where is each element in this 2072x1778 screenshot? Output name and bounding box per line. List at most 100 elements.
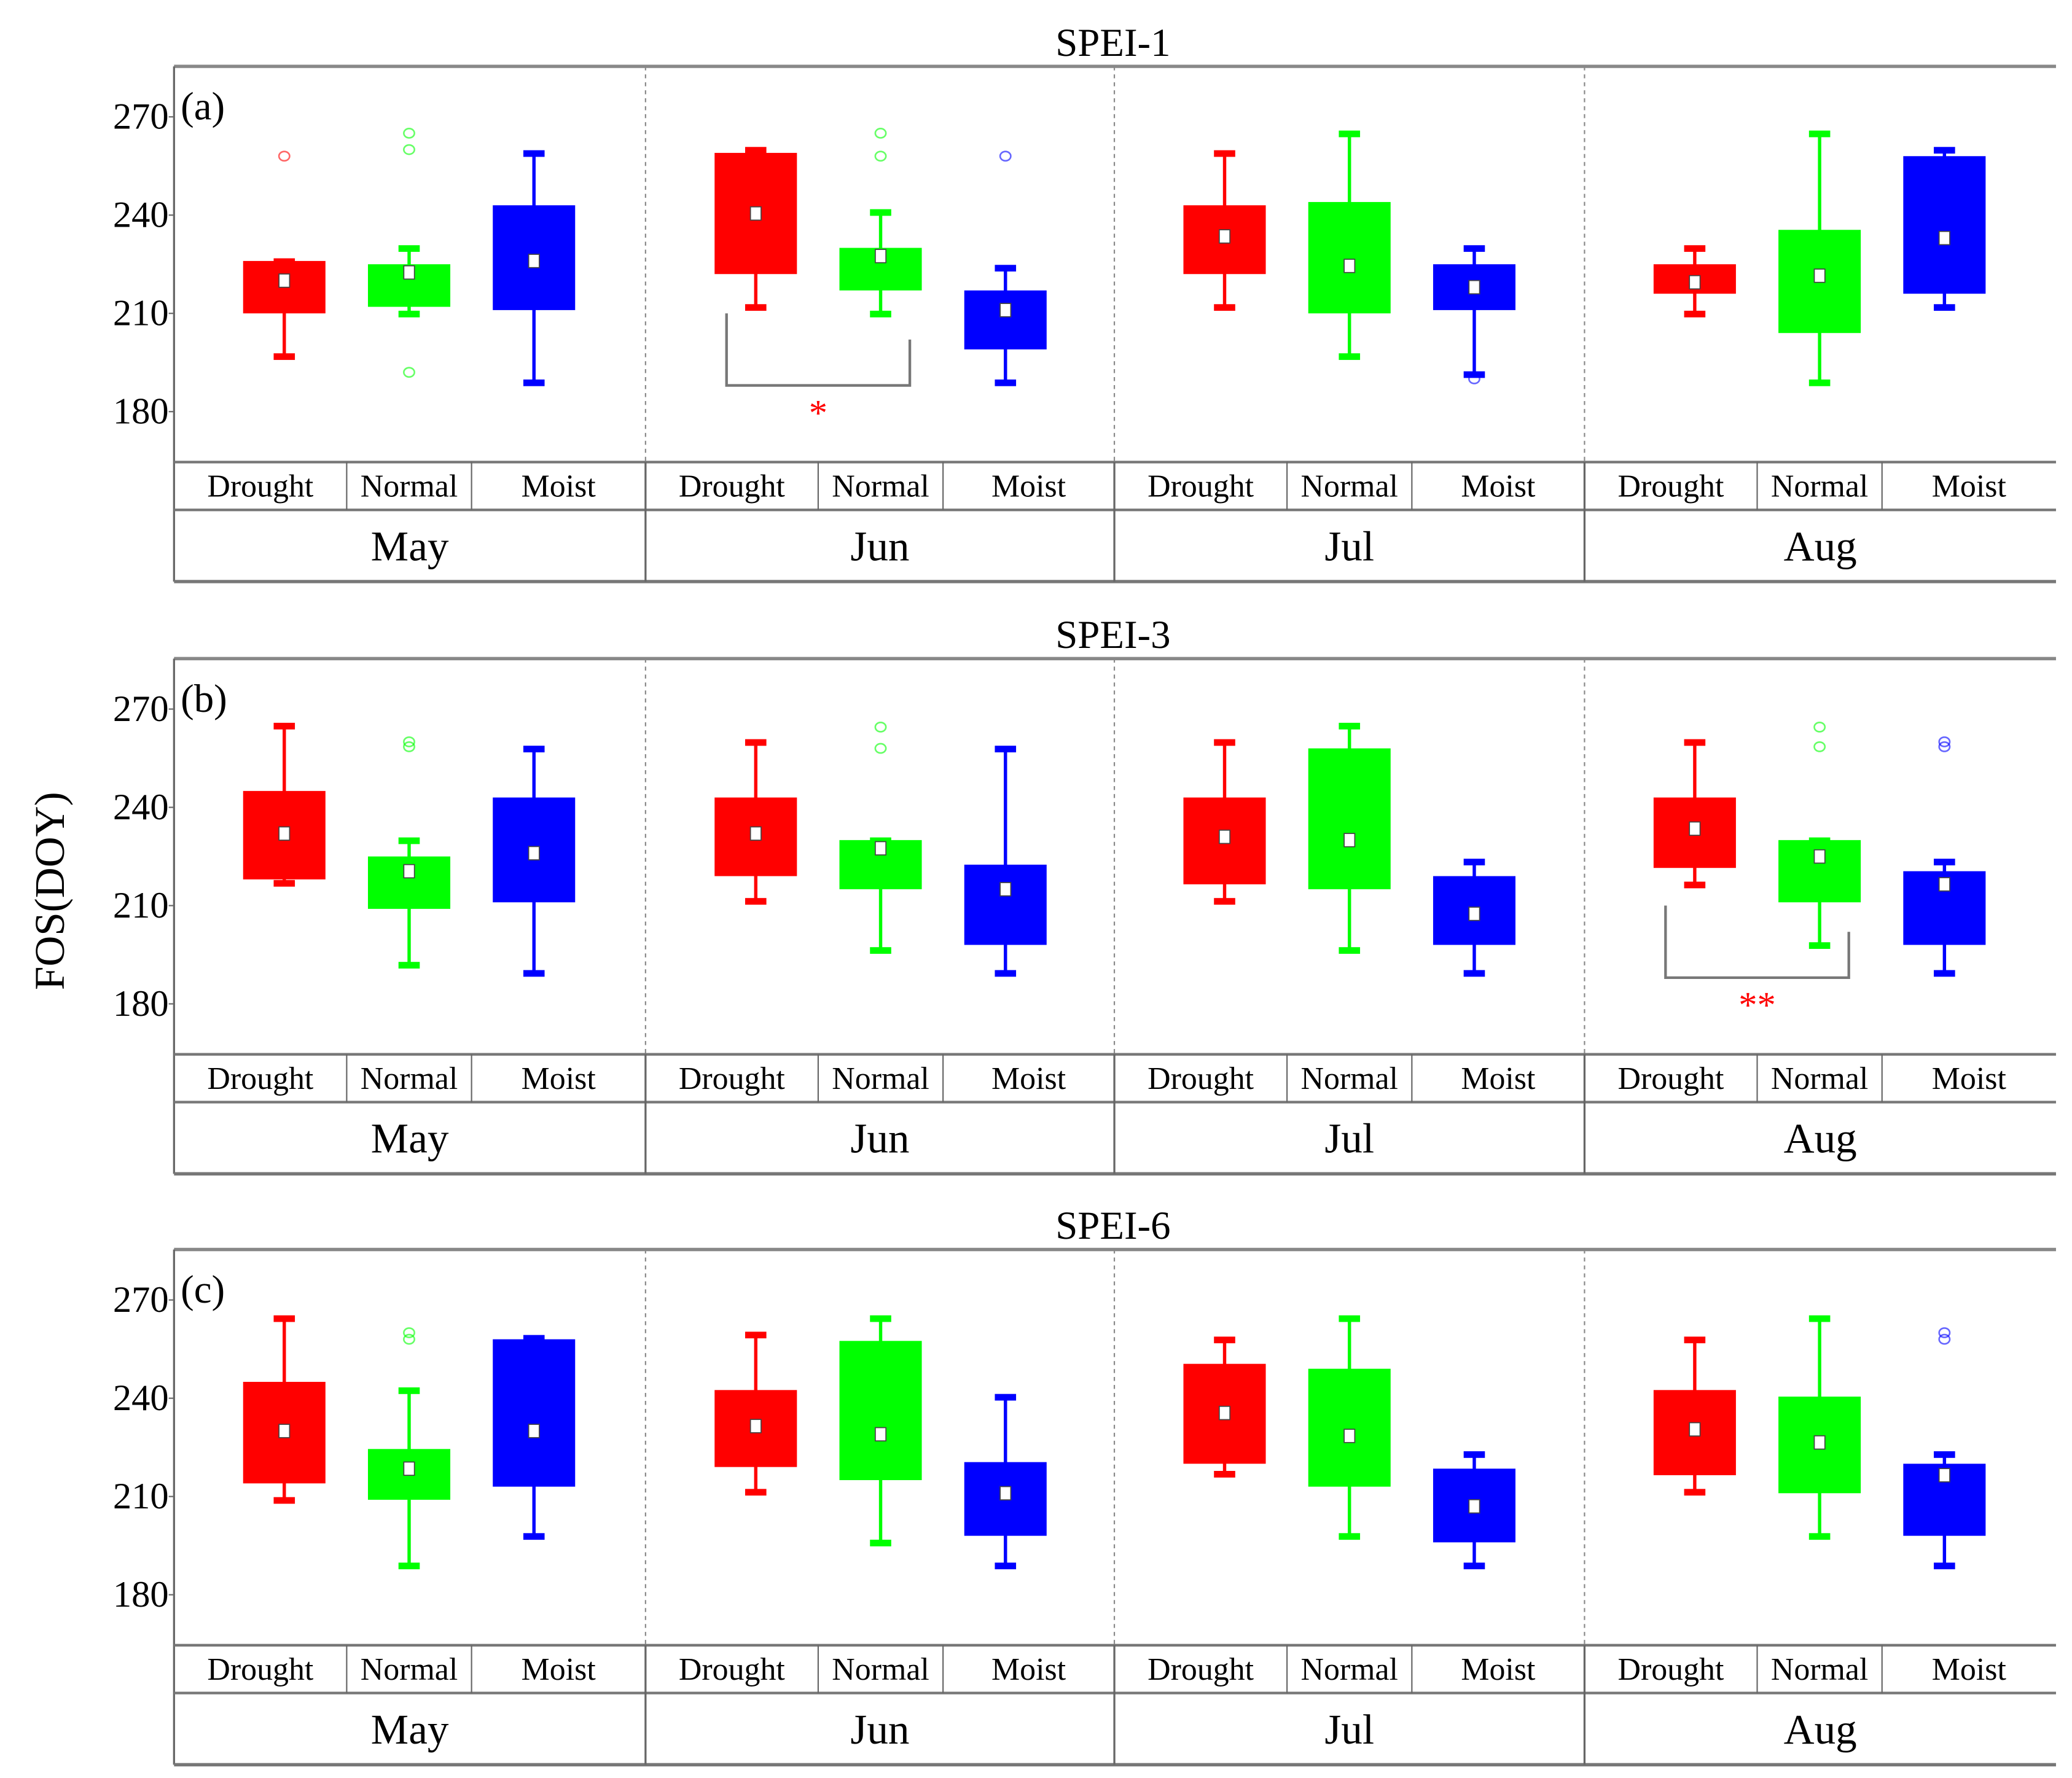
- outlier-point: [403, 736, 415, 747]
- box-aug-moist: [1903, 147, 1986, 311]
- median-marker: [875, 1427, 887, 1441]
- box-aug-moist: [1903, 1327, 1986, 1570]
- outlier-point: [999, 150, 1012, 162]
- whisker-cap-bottom: [273, 353, 295, 361]
- median-marker: [749, 1419, 762, 1433]
- whisker-cap-top: [1808, 130, 1831, 138]
- y-tick-label: 210: [113, 293, 169, 334]
- box-iqr: [493, 1339, 576, 1487]
- category-label: Drought: [207, 1652, 313, 1687]
- whisker-cap-bottom: [745, 1489, 767, 1496]
- category-label: Drought: [1147, 469, 1254, 504]
- whisker-cap-top: [1463, 1451, 1485, 1458]
- outlier-point: [1938, 736, 1951, 747]
- box-may-normal: [367, 128, 451, 378]
- box-aug-drought: [1653, 1336, 1736, 1496]
- whisker-cap-top: [1339, 722, 1361, 730]
- whisker-cap-top: [1934, 859, 1955, 866]
- y-tick-label: 180: [113, 983, 169, 1024]
- whisker-cap-top: [398, 1387, 420, 1394]
- category-label: Moist: [1461, 1061, 1536, 1096]
- median-marker: [875, 841, 887, 856]
- category-label: Moist: [1932, 1652, 2007, 1687]
- category-label: Drought: [207, 469, 313, 504]
- box-jul-normal: [1308, 130, 1391, 361]
- month-label: Aug: [1784, 522, 1857, 569]
- median-marker: [403, 1461, 415, 1476]
- median-marker: [749, 826, 762, 841]
- outlier-point: [1813, 722, 1826, 733]
- median-marker: [528, 1424, 540, 1438]
- box-jul-normal: [1308, 1315, 1391, 1540]
- box-aug-moist: [1903, 736, 1986, 977]
- box-aug-drought: [1653, 245, 1736, 318]
- month-label: Jul: [1324, 522, 1374, 569]
- y-tick-label: 180: [113, 391, 169, 432]
- whisker-cap-top: [745, 147, 767, 154]
- month-label: Jun: [850, 1706, 909, 1753]
- category-label: Normal: [361, 469, 458, 504]
- panel-title: SPEI-6: [1055, 1204, 1170, 1248]
- whisker-cap-top: [523, 746, 545, 753]
- median-marker: [1468, 279, 1480, 295]
- outlier-point: [1938, 741, 1951, 752]
- whisker-cap-top: [1214, 739, 1235, 746]
- outlier-point: [1813, 741, 1826, 752]
- category-label: Drought: [1618, 1652, 1724, 1687]
- whisker-cap-bottom: [1808, 379, 1831, 386]
- outlier-point: [403, 1333, 415, 1345]
- whisker-cap-bottom: [1684, 310, 1706, 318]
- whisker-cap-bottom: [870, 1539, 891, 1546]
- whisker-cap-top: [1808, 1315, 1831, 1322]
- whisker-cap-top: [398, 245, 420, 252]
- median-marker: [278, 826, 291, 841]
- category-label: Moist: [991, 469, 1066, 504]
- whisker-cap-top: [995, 746, 1017, 753]
- whisker-cap-top: [1463, 245, 1485, 252]
- whisker-cap-top: [870, 1315, 891, 1322]
- median-marker: [1813, 1435, 1826, 1450]
- whisker-cap-bottom: [1684, 1489, 1706, 1496]
- box-jun-moist: [964, 150, 1047, 386]
- whisker-cap-top: [1934, 1451, 1955, 1458]
- category-label: Normal: [832, 1061, 929, 1096]
- category-label: Normal: [832, 1652, 929, 1687]
- category-label: Moist: [991, 1652, 1066, 1687]
- whisker-cap-bottom: [1339, 353, 1361, 361]
- box-may-drought: [243, 722, 326, 887]
- category-label: Moist: [1461, 1652, 1536, 1687]
- outlier-point: [874, 128, 887, 139]
- whisker-cap-top: [1463, 859, 1485, 866]
- whisker-cap-bottom: [1463, 970, 1485, 977]
- whisker-cap-top: [745, 1332, 767, 1339]
- box-jul-drought: [1183, 1336, 1266, 1478]
- whisker-cap-top: [995, 265, 1017, 272]
- box-jun-normal: [839, 722, 922, 954]
- box-jul-drought: [1183, 739, 1266, 905]
- whisker-cap-top: [523, 150, 545, 157]
- whisker-cap-top: [523, 1335, 545, 1342]
- median-marker: [999, 303, 1012, 318]
- category-label: Drought: [1618, 469, 1724, 504]
- whisker-cap-bottom: [1214, 898, 1235, 905]
- panel-label: (b): [181, 677, 227, 721]
- box-aug-drought: [1653, 739, 1736, 889]
- panel-title: SPEI-1: [1055, 21, 1170, 65]
- whisker-cap-bottom: [1934, 970, 1955, 977]
- whisker-cap-bottom: [1463, 1562, 1485, 1570]
- box-aug-normal: [1778, 1315, 1861, 1540]
- box-jul-moist: [1433, 245, 1516, 384]
- y-axis-label: FOS(DOY): [26, 792, 73, 990]
- outlier-point: [874, 743, 887, 754]
- box-iqr: [1903, 156, 1986, 294]
- whisker-cap-bottom: [523, 1533, 545, 1540]
- category-label: Moist: [991, 1061, 1066, 1096]
- month-label: Aug: [1784, 1706, 1857, 1753]
- significance-bracket: [725, 313, 912, 387]
- whisker-cap-bottom: [273, 879, 295, 887]
- median-marker: [1218, 829, 1231, 844]
- whisker-cap-bottom: [1808, 1533, 1831, 1540]
- median-marker: [1938, 1468, 1950, 1483]
- category-label: Normal: [832, 469, 929, 504]
